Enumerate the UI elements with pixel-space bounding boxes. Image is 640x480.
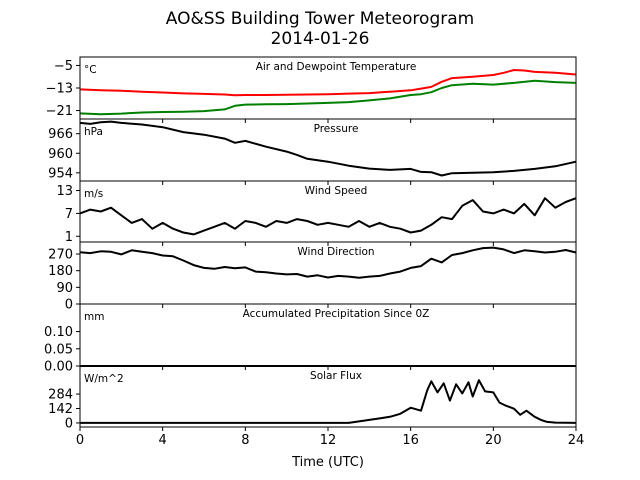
y-tick-label: −21 — [46, 104, 73, 119]
y-tick-label: 142 — [48, 402, 73, 417]
panel-title: Solar Flux — [310, 370, 362, 382]
panel-unit-label: m/s — [84, 188, 103, 200]
y-tick-label: 180 — [48, 264, 73, 279]
panel-title: Accumulated Precipitation Since 0Z — [243, 308, 430, 320]
y-tick-label: 13 — [56, 184, 73, 199]
x-tick-label: 16 — [402, 433, 419, 448]
figure-title: AO&SS Building Tower Meteorogram — [166, 9, 474, 29]
y-tick-label: −5 — [54, 59, 73, 74]
panel-0: −5 −13 −21 Air and Dewpoint Temperature °C — [46, 56, 577, 123]
y-tick-label: 0 — [65, 298, 73, 313]
y-tick-label: 0 — [65, 416, 73, 431]
y-tick-label: 0.05 — [44, 342, 73, 357]
x-axis-label: Time (UTC) — [291, 455, 364, 470]
y-tick-label: 0.00 — [44, 360, 73, 375]
panel-unit-label: hPa — [84, 126, 103, 138]
panel-4: 0.10 0.05 0.00 Accumulated Precipitation Si… — [44, 303, 577, 375]
x-tick-label: 24 — [568, 433, 585, 448]
series-line-0-0 — [79, 69, 577, 97]
x-axis: 0 4 8 12 16 20 24 — [76, 433, 584, 448]
y-tick-label: 954 — [48, 166, 73, 181]
panel-title: Pressure — [314, 123, 359, 135]
panel-2: 13 7 1 Wind Speed m/s — [56, 180, 577, 246]
figure-date: 2014-01-26 — [271, 29, 370, 49]
x-tick-label: 8 — [241, 433, 249, 448]
x-tick-label: 4 — [159, 433, 167, 448]
panel-title: Air and Dewpoint Temperature — [256, 61, 417, 73]
y-tick-label: 7 — [65, 207, 73, 222]
x-tick-label: 0 — [76, 433, 84, 448]
series-line-2-0 — [79, 197, 577, 236]
y-tick-label: −13 — [46, 82, 73, 97]
panel-1: 966 960 954 Pressure hPa — [48, 118, 577, 185]
series-line-1-0 — [79, 120, 577, 177]
series-line-3-0 — [79, 246, 577, 279]
x-tick-label: 20 — [485, 433, 502, 448]
panel-unit-label: °C — [84, 64, 97, 76]
series-line-0-1 — [79, 79, 577, 116]
panel-unit-label: W/m^2 — [84, 373, 124, 385]
y-tick-label: 284 — [48, 388, 73, 403]
series-line-5-0 — [80, 379, 577, 424]
y-tick-label: 966 — [48, 127, 73, 142]
y-tick-label: 1 — [65, 230, 73, 245]
y-tick-label: 0.10 — [44, 325, 73, 340]
panels: −5 −13 −21 Air and Dewpoint Temperature °C 96… — [44, 56, 577, 431]
x-tick-label: 12 — [320, 433, 337, 448]
y-tick-label: 960 — [48, 147, 73, 162]
panel-title: Wind Speed — [305, 185, 368, 197]
panel-title: Wind Direction — [297, 246, 374, 258]
y-tick-label: 270 — [48, 248, 73, 263]
panel-unit-label: mm — [84, 311, 104, 323]
y-tick-label: 90 — [56, 281, 73, 296]
